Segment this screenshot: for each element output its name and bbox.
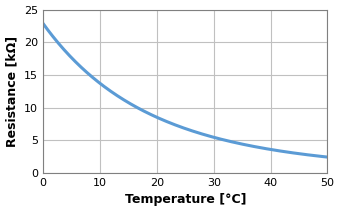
X-axis label: Temperature [°C]: Temperature [°C] xyxy=(124,193,246,206)
Y-axis label: Resistance [kΩ]: Resistance [kΩ] xyxy=(5,36,19,147)
